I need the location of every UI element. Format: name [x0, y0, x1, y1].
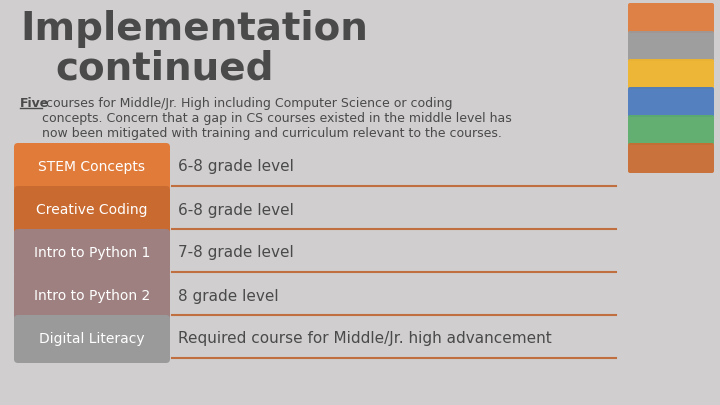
Text: Digital Literacy: Digital Literacy [39, 332, 145, 346]
FancyBboxPatch shape [14, 186, 170, 234]
Text: Implementation: Implementation [20, 10, 368, 48]
Text: courses for Middle/Jr. High including Computer Science or coding
concepts. Conce: courses for Middle/Jr. High including Co… [42, 97, 512, 140]
Text: Creative Coding: Creative Coding [36, 203, 148, 217]
FancyBboxPatch shape [628, 59, 714, 89]
FancyBboxPatch shape [628, 115, 714, 145]
FancyBboxPatch shape [628, 31, 714, 61]
Text: STEM Concepts: STEM Concepts [38, 160, 145, 174]
Text: Required course for Middle/Jr. high advancement: Required course for Middle/Jr. high adva… [178, 332, 552, 347]
FancyBboxPatch shape [14, 143, 170, 191]
FancyBboxPatch shape [14, 272, 170, 320]
FancyBboxPatch shape [628, 143, 714, 173]
Text: Five: Five [20, 97, 49, 110]
Text: continued: continued [55, 50, 274, 88]
FancyBboxPatch shape [14, 229, 170, 277]
Text: Intro to Python 1: Intro to Python 1 [34, 246, 150, 260]
FancyBboxPatch shape [628, 3, 714, 33]
Text: 8 grade level: 8 grade level [178, 288, 279, 303]
Text: 6-8 grade level: 6-8 grade level [178, 160, 294, 175]
FancyBboxPatch shape [14, 315, 170, 363]
Text: 6-8 grade level: 6-8 grade level [178, 202, 294, 217]
Text: Intro to Python 2: Intro to Python 2 [34, 289, 150, 303]
FancyBboxPatch shape [628, 87, 714, 117]
Text: 7-8 grade level: 7-8 grade level [178, 245, 294, 260]
